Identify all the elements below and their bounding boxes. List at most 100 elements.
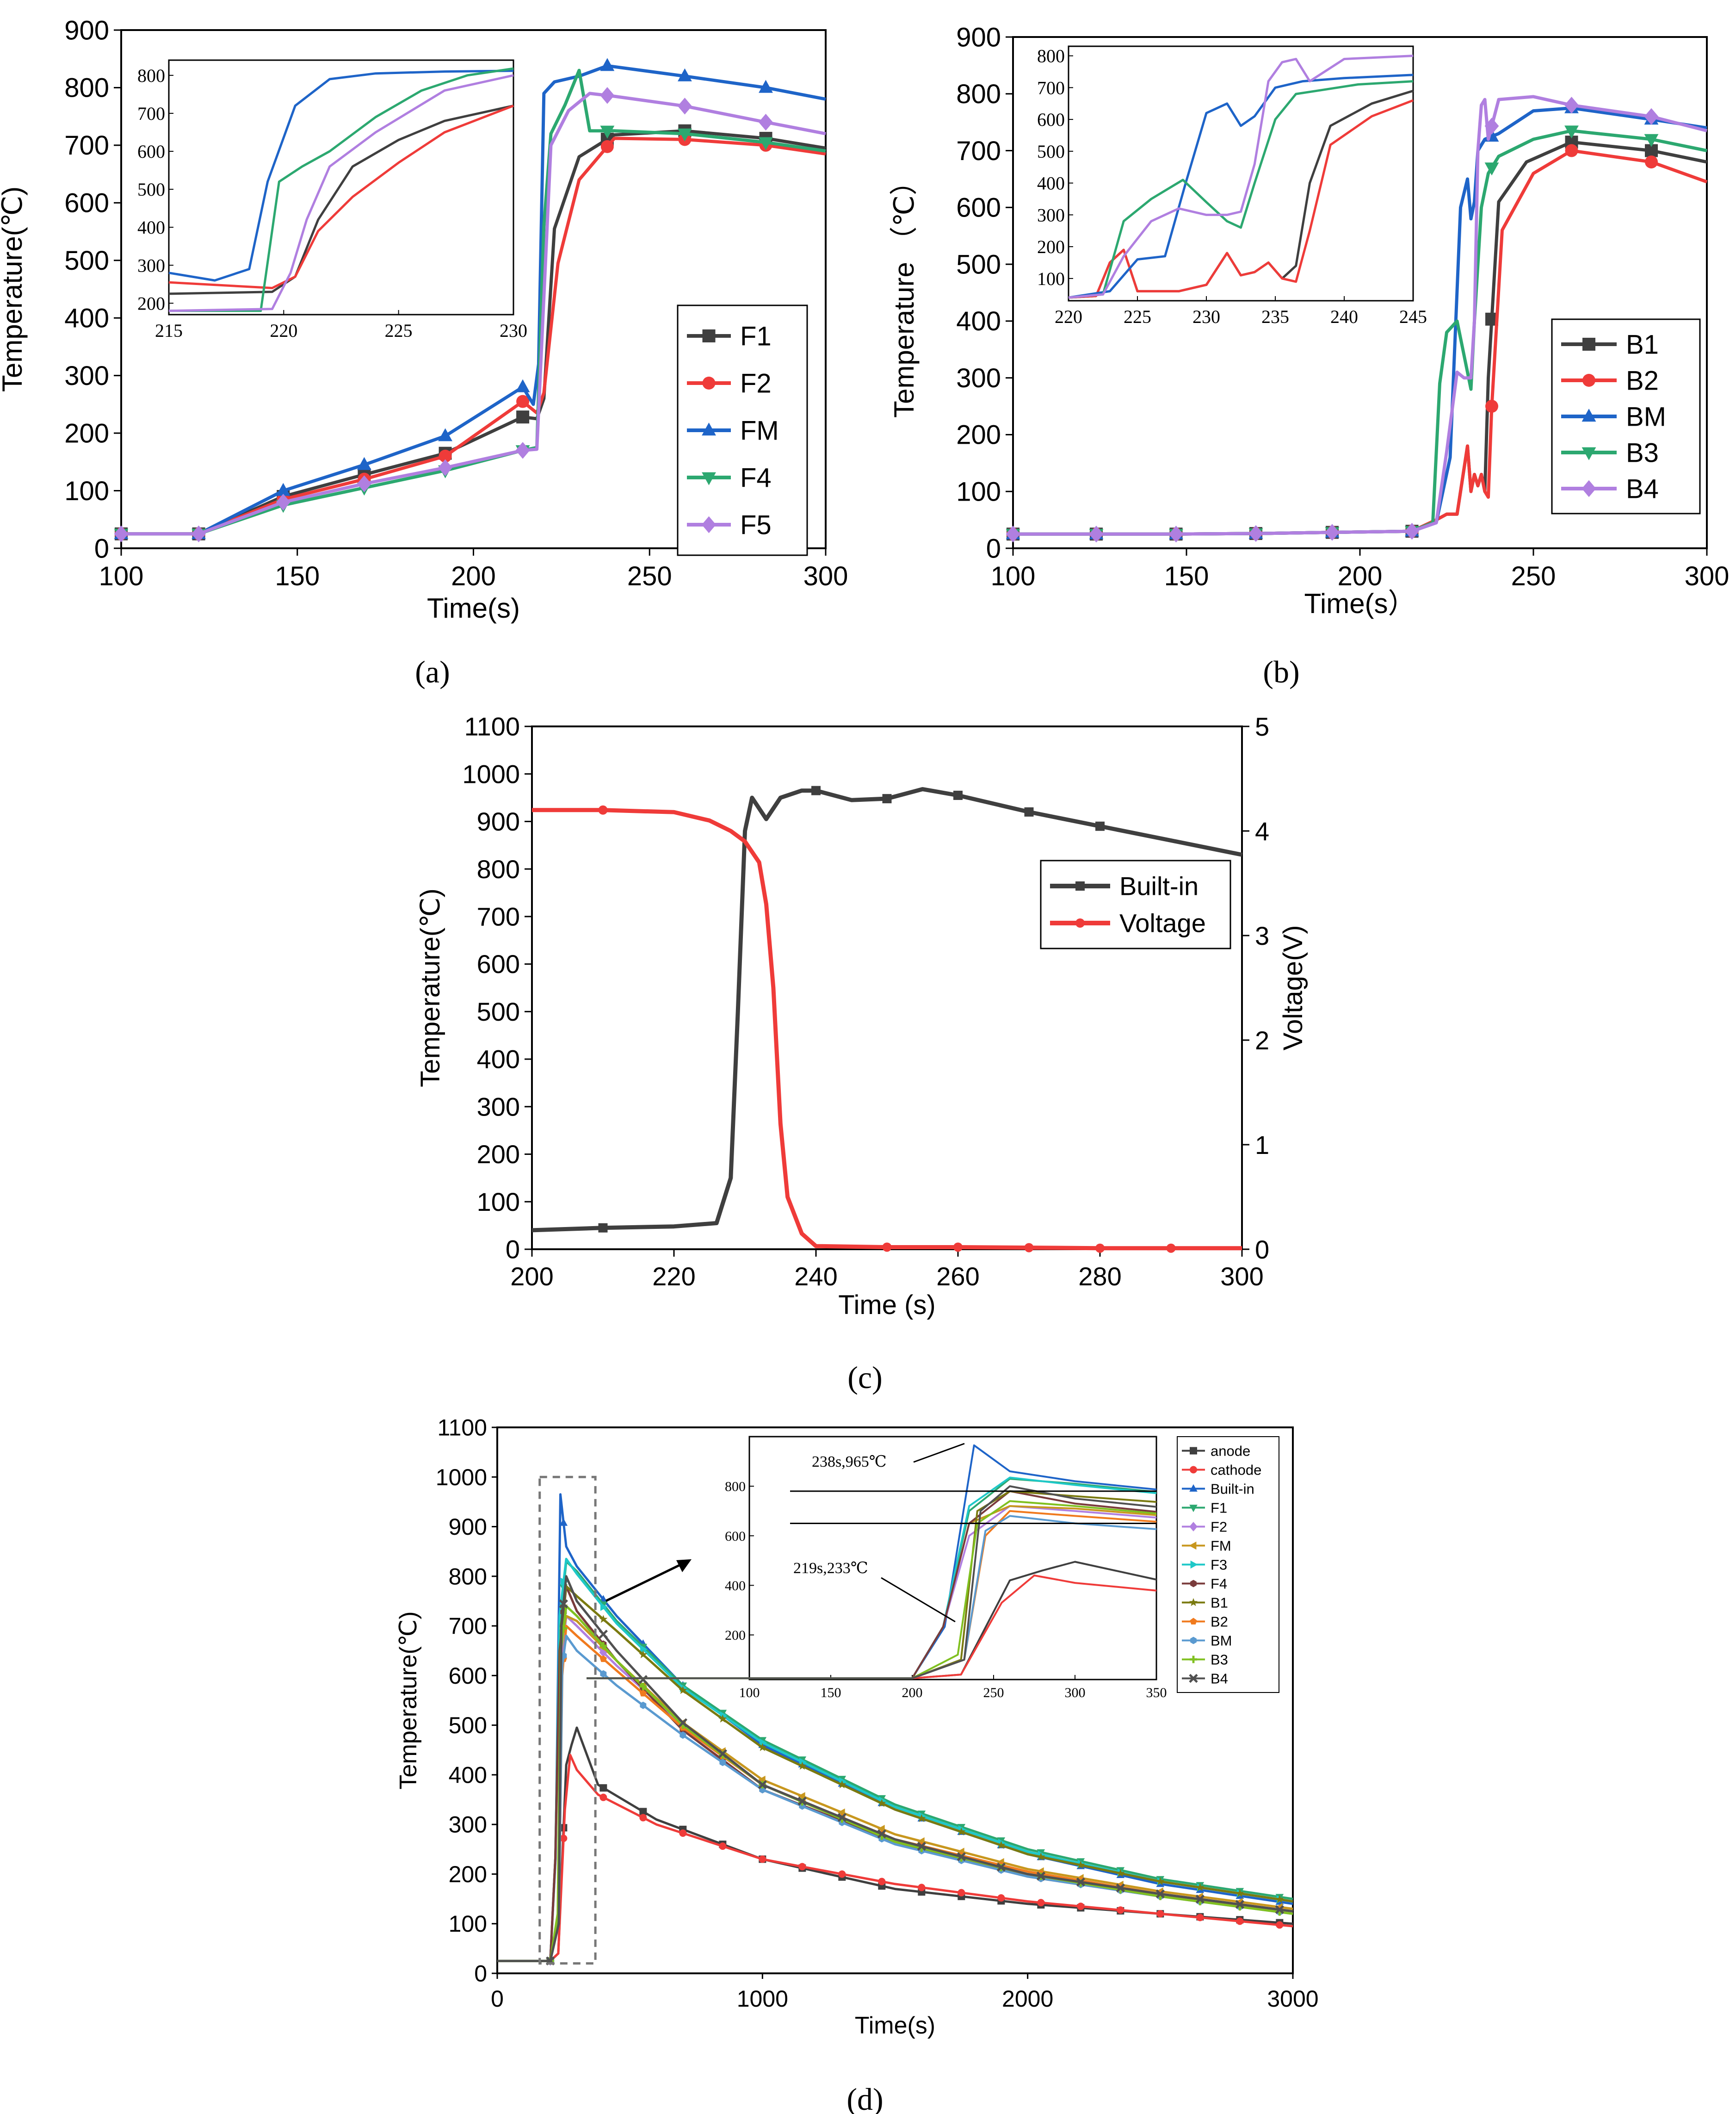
legend: Built-in Voltage	[1040, 860, 1231, 949]
annotation-onset: 219s,233℃	[793, 1560, 868, 1577]
y-tick-label: 800	[477, 855, 520, 884]
legend-marker	[1075, 918, 1085, 928]
data-point	[1485, 400, 1498, 413]
legend-marker	[1189, 1522, 1198, 1531]
data-point	[680, 1731, 686, 1739]
data-point	[759, 80, 773, 93]
x-tick-label: 240	[794, 1262, 837, 1291]
y-tick-label: 900	[64, 15, 109, 45]
data-point	[640, 1645, 648, 1654]
data-point	[1156, 1877, 1165, 1885]
data-point	[1166, 1243, 1176, 1253]
y-tick-label: 900	[449, 1514, 487, 1540]
legend-item: BM	[1182, 1633, 1232, 1649]
data-point	[837, 1813, 847, 1822]
y-tick-label: 0	[474, 1961, 487, 1987]
data-point	[799, 1758, 807, 1766]
data-point	[1037, 1852, 1045, 1861]
inset-y-tick-label: 600	[725, 1529, 746, 1544]
data-point	[678, 98, 692, 115]
legend-item: B1	[1182, 1595, 1228, 1611]
inset-y-tick-label: 700	[137, 103, 165, 124]
data-point	[599, 1793, 607, 1801]
data-point	[877, 1825, 885, 1833]
data-point	[639, 1682, 647, 1690]
y-tick-label: 600	[477, 949, 520, 979]
data-point	[957, 1827, 966, 1835]
legend-label: B1	[1626, 329, 1659, 360]
x-axis-label: Time (s)	[838, 1290, 935, 1320]
data-point	[719, 1842, 727, 1850]
data-point	[1156, 1910, 1164, 1918]
data-point	[882, 1242, 892, 1252]
x-tick-label: 0	[491, 1986, 504, 2012]
inset-y-tick-label: 300	[137, 255, 165, 276]
data-point	[599, 1615, 608, 1623]
y-tick-label: 0	[986, 533, 1001, 564]
data-point	[918, 1884, 926, 1891]
y-tick-label: 200	[449, 1861, 487, 1887]
legend-marker	[1189, 1674, 1198, 1683]
inset-y-tick-label: 700	[1037, 77, 1065, 98]
y-tick-label: 100	[956, 477, 1001, 507]
y-tick-label: 200	[477, 1140, 520, 1169]
data-point	[838, 1780, 846, 1789]
data-point	[1484, 118, 1499, 135]
y-tick-label: 600	[64, 188, 109, 218]
legend-marker	[1189, 1505, 1198, 1513]
legend-marker	[1582, 338, 1595, 351]
x-tick-label: 300	[1685, 561, 1730, 591]
data-point	[1117, 1906, 1124, 1914]
data-point	[276, 483, 290, 496]
series-line	[121, 68, 826, 536]
y-tick-label: 800	[956, 79, 1001, 109]
data-point	[599, 1642, 607, 1649]
data-point	[639, 1814, 647, 1822]
inset-series-f2	[168, 105, 514, 289]
y-tick-label: 100	[64, 476, 109, 506]
inset-y-tick-label: 200	[725, 1628, 746, 1643]
y-tick-label: 1000	[436, 1464, 487, 1490]
y2-axis-label: Voltage(V)	[1278, 925, 1308, 1051]
inset-y-tick-label: 500	[137, 179, 165, 200]
legend-item: B1	[1561, 329, 1659, 360]
data-point	[438, 459, 452, 476]
legend: B1 B2 BM B3 B4	[1551, 318, 1701, 515]
legend-label: B3	[1211, 1652, 1228, 1668]
data-point	[515, 442, 530, 459]
y2-tick-label: 4	[1255, 817, 1269, 846]
legend-item: B4	[1561, 474, 1659, 504]
y2-tick-label: 1	[1255, 1130, 1269, 1159]
inset-x-tick-label: 350	[1146, 1685, 1167, 1700]
series-built-in	[531, 786, 1242, 1233]
inset-series-b4	[587, 1485, 1157, 1680]
inset-series-fm	[168, 69, 514, 282]
data-point	[1169, 526, 1183, 543]
legend-box	[1040, 860, 1231, 949]
data-point	[1565, 144, 1578, 157]
inset-y-tick-label: 400	[725, 1578, 746, 1593]
legend-label: F3	[1211, 1557, 1227, 1573]
y-tick-label: 400	[64, 304, 109, 334]
legend-label: FM	[1211, 1538, 1231, 1554]
y-tick-label: 100	[449, 1911, 487, 1937]
data-point	[1024, 1243, 1034, 1252]
y-tick-label: 0	[94, 533, 109, 564]
inset-y-tick-label: 400	[137, 217, 165, 238]
legend-marker	[702, 329, 716, 342]
plot-frame	[496, 1426, 1294, 1974]
legend-item: B2	[1182, 1614, 1228, 1630]
data-point	[759, 137, 773, 150]
data-point	[599, 1784, 607, 1792]
data-point	[718, 1749, 728, 1759]
legend-label: B3	[1626, 438, 1659, 468]
y2-tick-label: 2	[1255, 1026, 1269, 1055]
inset-y-tick-label: 600	[1037, 109, 1065, 130]
y-axis-label: Temperature(℃)	[395, 1612, 422, 1790]
legend-label: cathode	[1211, 1462, 1261, 1478]
panel-a-chart: 100 150 200 250 3000100200300400500600700800…	[0, 15, 848, 624]
data-point	[797, 1797, 807, 1806]
data-point	[917, 1814, 926, 1823]
series-b4	[1006, 95, 1707, 543]
data-point	[997, 1894, 1005, 1902]
